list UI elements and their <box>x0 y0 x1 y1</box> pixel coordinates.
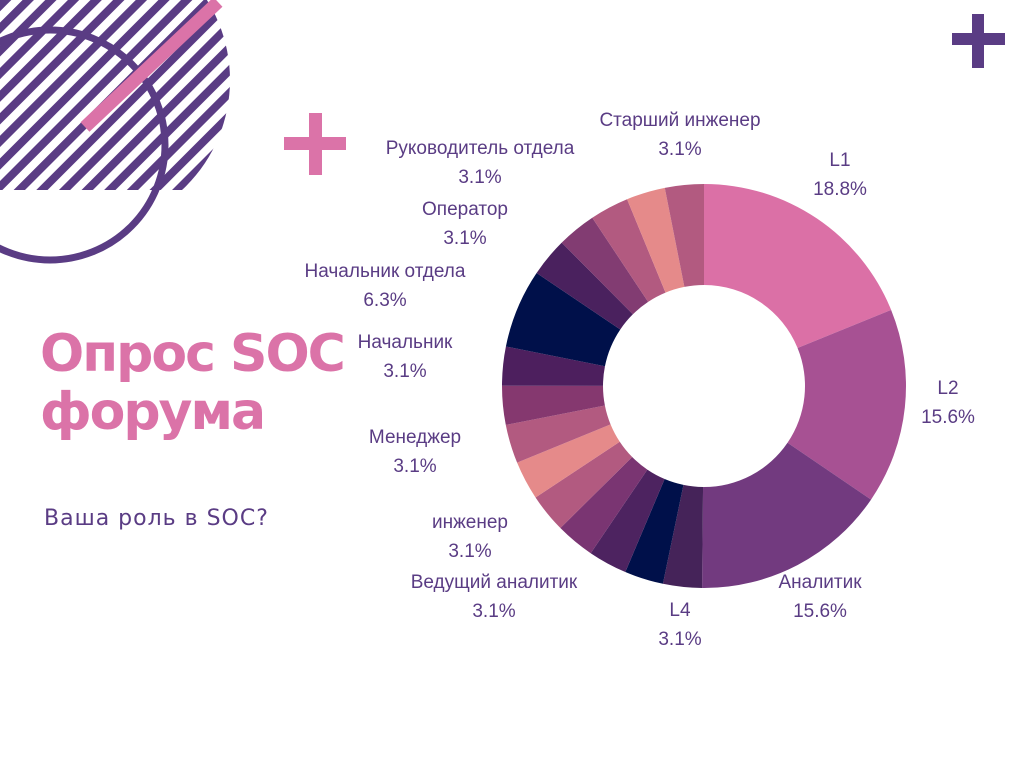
donut-slice-Старший инженер <box>664 184 704 287</box>
donut-slice-Аналитик <box>702 442 872 588</box>
slice-label: Руководитель отдела <box>386 138 575 159</box>
slice-percent-label: 3.1% <box>443 228 486 249</box>
slice-percent-label: 15.6% <box>793 601 847 622</box>
donut-slice <box>627 187 685 293</box>
slice-label: Старший инженер <box>599 110 760 131</box>
slice-label: L2 <box>937 378 958 399</box>
slice-percent-label: 3.1% <box>658 139 701 160</box>
donut-slice <box>517 424 620 498</box>
chart-slices <box>502 184 906 588</box>
slice-label: Ведущий аналитик <box>411 572 578 593</box>
title-line-2: форума <box>40 382 266 442</box>
donut-slice-L2 <box>787 309 906 500</box>
slice-label: Аналитик <box>778 572 862 593</box>
slice-percent-label: 3.1% <box>472 601 515 622</box>
slice-percent-label: 3.1% <box>458 167 501 188</box>
plus-icon <box>284 113 346 175</box>
donut-slice-Ведущий аналитик <box>590 469 665 573</box>
slice-label: Оператор <box>422 199 508 220</box>
donut-slice-Начальник <box>502 346 605 386</box>
slice-percent-label: 3.1% <box>383 361 426 382</box>
diagonal-bar-decoration <box>80 0 223 132</box>
chart-labels: L1 18.8% L2 15.6% Аналитик 15.6% L4 3.1% Ведущий… <box>305 110 976 650</box>
slice-percent-label: 3.1% <box>658 629 701 650</box>
donut-slice <box>625 479 684 584</box>
donut-slice <box>502 385 605 425</box>
title-line-1: Опрос SOC <box>40 324 346 384</box>
slice-label: L4 <box>669 600 691 621</box>
donut-slice-L1 <box>704 184 892 348</box>
donut-slice-Начальник отдела <box>505 272 621 367</box>
slice-percent-label: 15.6% <box>921 407 975 428</box>
slice-label: Начальник <box>358 332 453 353</box>
slice-percent-label: 3.1% <box>448 541 491 562</box>
slice-label: Начальник отдела <box>305 261 466 282</box>
donut-slice-Оператор <box>561 217 649 315</box>
donut-slice-Руководитель отдела <box>592 199 666 302</box>
donut-slice-инженер <box>535 441 633 529</box>
plus-icon <box>952 14 1005 68</box>
outline-ring-decoration <box>0 26 169 264</box>
page-title: Опрос SOC форума <box>40 324 346 442</box>
slice-percent-label: 6.3% <box>363 290 406 311</box>
slice-label: Менеджер <box>369 427 461 448</box>
slice-percent-label: 3.1% <box>393 456 436 477</box>
donut-slice <box>560 457 648 554</box>
slice-label: L1 <box>829 150 850 171</box>
donut-slice <box>536 242 633 330</box>
survey-question: Ваша роль в SOC? <box>44 506 269 531</box>
slice-percent-label: 18.8% <box>813 179 867 200</box>
donut-slice-Менеджер <box>505 405 611 463</box>
slice-label: инженер <box>432 512 508 533</box>
donut-slice-L4 <box>662 484 704 588</box>
